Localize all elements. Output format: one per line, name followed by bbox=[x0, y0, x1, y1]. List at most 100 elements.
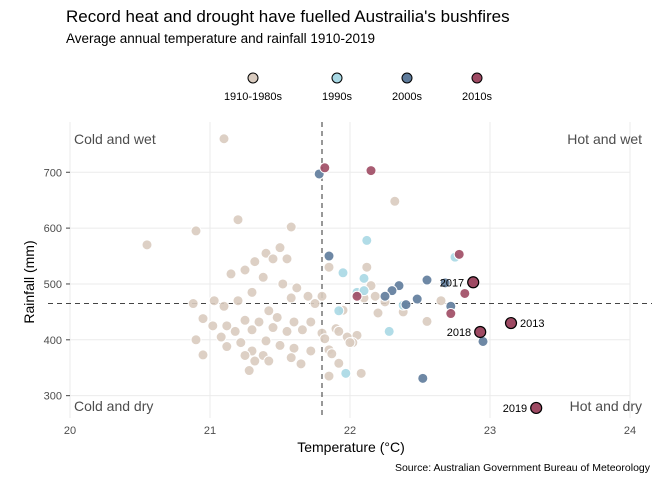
data-point bbox=[257, 271, 269, 283]
y-tick-label: 500 bbox=[44, 279, 62, 291]
legend-swatch bbox=[401, 72, 413, 84]
data-point bbox=[249, 256, 261, 268]
data-point bbox=[239, 264, 251, 276]
data-point bbox=[323, 261, 335, 273]
point-label: 2019 bbox=[503, 403, 527, 415]
data-point bbox=[229, 325, 241, 337]
data-point bbox=[277, 278, 289, 290]
data-point bbox=[421, 274, 433, 286]
data-point bbox=[218, 133, 230, 145]
data-point bbox=[319, 333, 331, 345]
data-point bbox=[295, 358, 307, 370]
data-point bbox=[243, 365, 255, 377]
chart-title: Record heat and drought have fuelled Aus… bbox=[66, 7, 510, 26]
series-2010s bbox=[319, 162, 542, 414]
data-point bbox=[232, 295, 244, 307]
data-point bbox=[253, 316, 265, 328]
data-point bbox=[361, 261, 373, 273]
y-tick-label: 400 bbox=[44, 335, 62, 347]
data-point bbox=[208, 295, 220, 307]
chart-subtitle: Average annual temperature and rainfall … bbox=[66, 31, 375, 46]
quadrant-label-top-left: Cold and wet bbox=[74, 131, 156, 147]
data-point bbox=[459, 287, 471, 299]
highlight-point bbox=[474, 325, 487, 339]
data-point bbox=[379, 290, 391, 302]
series-1990s bbox=[333, 234, 461, 379]
data-point bbox=[326, 348, 338, 360]
data-point bbox=[333, 325, 345, 337]
data-point bbox=[271, 311, 283, 323]
data-point bbox=[246, 286, 258, 298]
data-point bbox=[267, 322, 279, 334]
data-point bbox=[260, 335, 272, 347]
point-labels: 2017 2018 2013 2019 bbox=[440, 276, 544, 415]
highlight-point bbox=[504, 316, 518, 330]
x-axis-label: Temperature (°C) bbox=[297, 439, 405, 455]
data-point bbox=[267, 253, 279, 265]
legend-swatch bbox=[331, 72, 343, 84]
point-label: 2017 bbox=[440, 277, 464, 289]
data-point bbox=[190, 225, 202, 237]
quadrant-label-top-right: Hot and wet bbox=[567, 131, 642, 147]
data-point bbox=[439, 277, 451, 289]
data-point bbox=[355, 367, 367, 379]
data-point bbox=[453, 248, 465, 260]
data-point bbox=[288, 316, 300, 328]
data-point bbox=[305, 345, 317, 357]
y-axis-label: Rainfall (mm) bbox=[21, 240, 37, 323]
data-point bbox=[197, 313, 209, 325]
point-label: 2018 bbox=[447, 327, 471, 339]
data-point bbox=[235, 337, 247, 349]
data-point bbox=[369, 290, 381, 302]
quadrant-label-bottom-left: Cold and dry bbox=[74, 398, 153, 414]
x-tick-label: 21 bbox=[204, 425, 216, 437]
data-point bbox=[372, 307, 384, 319]
chart-caption: Source: Australian Government Bureau of … bbox=[395, 462, 651, 474]
data-point bbox=[305, 316, 317, 328]
legend-swatch bbox=[471, 72, 483, 84]
data-point bbox=[281, 325, 293, 337]
y-tick-label: 600 bbox=[44, 223, 62, 235]
data-point bbox=[218, 300, 230, 312]
legend-label: 2010s bbox=[462, 91, 492, 103]
x-tick-label: 22 bbox=[344, 425, 356, 437]
data-point bbox=[411, 293, 423, 305]
data-point bbox=[309, 298, 321, 310]
data-point bbox=[333, 305, 345, 317]
data-point bbox=[291, 282, 303, 294]
highlight-point bbox=[467, 276, 480, 289]
data-point bbox=[400, 299, 412, 311]
data-point bbox=[285, 221, 297, 233]
data-point bbox=[246, 324, 258, 336]
data-point bbox=[207, 320, 219, 332]
data-point bbox=[215, 331, 227, 343]
data-point bbox=[197, 349, 209, 361]
data-point bbox=[421, 315, 433, 327]
data-point bbox=[337, 267, 349, 279]
data-point bbox=[232, 214, 244, 226]
data-point bbox=[285, 352, 297, 364]
data-point bbox=[263, 305, 275, 317]
y-tick-label: 300 bbox=[44, 391, 62, 403]
data-point bbox=[302, 290, 314, 302]
data-points bbox=[141, 133, 542, 414]
legend: 1910-1980s 1990s 2000s 2010s bbox=[224, 72, 492, 103]
x-tick-label: 23 bbox=[484, 425, 496, 437]
data-point bbox=[239, 349, 251, 361]
data-point bbox=[358, 272, 370, 284]
legend-label: 1990s bbox=[322, 91, 352, 103]
data-point bbox=[141, 239, 153, 251]
x-tick-label: 20 bbox=[64, 425, 76, 437]
data-point bbox=[340, 367, 352, 379]
data-point bbox=[249, 355, 261, 367]
data-point bbox=[323, 370, 335, 382]
y-tick-label: 700 bbox=[44, 167, 62, 179]
data-point bbox=[323, 250, 335, 262]
series-1910-1980s bbox=[141, 133, 447, 382]
data-point bbox=[316, 290, 328, 302]
data-point bbox=[285, 292, 297, 304]
x-tick-label: 24 bbox=[624, 425, 636, 437]
data-point bbox=[361, 234, 373, 246]
data-point bbox=[351, 290, 363, 302]
